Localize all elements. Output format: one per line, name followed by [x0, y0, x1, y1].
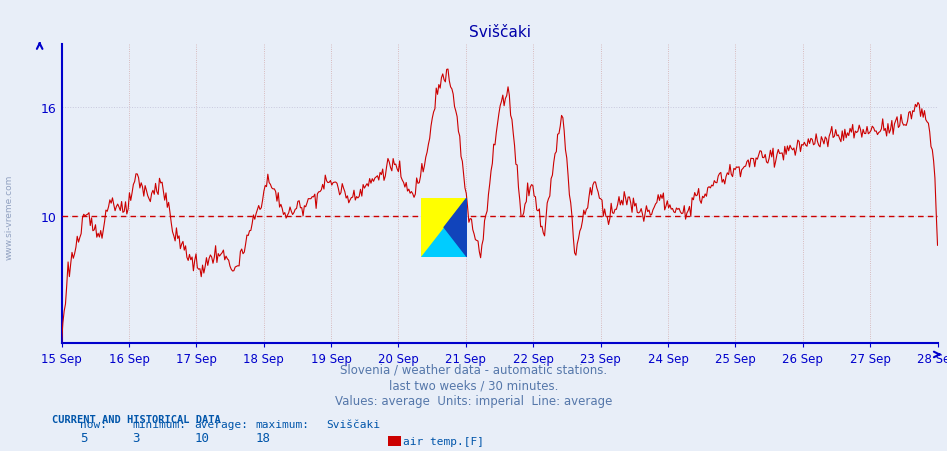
Polygon shape: [444, 198, 467, 257]
Text: air temp.[F]: air temp.[F]: [403, 436, 485, 446]
Text: minimum:: minimum:: [133, 419, 187, 429]
Text: Slovenia / weather data - automatic stations.: Slovenia / weather data - automatic stat…: [340, 363, 607, 376]
Text: 18: 18: [256, 431, 271, 444]
Text: average:: average:: [194, 419, 248, 429]
Text: www.si-vreme.com: www.si-vreme.com: [5, 174, 14, 259]
Polygon shape: [421, 198, 467, 257]
Text: 10: 10: [194, 431, 209, 444]
Text: Values: average  Units: imperial  Line: average: Values: average Units: imperial Line: av…: [335, 395, 612, 408]
Text: now:: now:: [80, 419, 108, 429]
Text: 5: 5: [80, 431, 88, 444]
Polygon shape: [421, 198, 467, 257]
Text: 3: 3: [133, 431, 140, 444]
Title: Sviščaki: Sviščaki: [469, 25, 530, 40]
Text: maximum:: maximum:: [256, 419, 310, 429]
Text: CURRENT AND HISTORICAL DATA: CURRENT AND HISTORICAL DATA: [52, 414, 221, 424]
Text: last two weeks / 30 minutes.: last two weeks / 30 minutes.: [389, 379, 558, 392]
Text: Sviščaki: Sviščaki: [327, 419, 381, 429]
